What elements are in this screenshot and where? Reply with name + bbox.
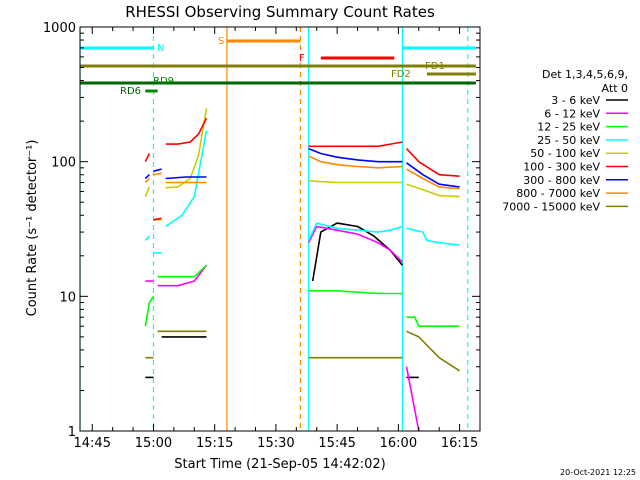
x-tick-label-6: 16:15 [441, 436, 478, 451]
x-axis: 14:45 15:00 15:15 15:30 15:45 16:00 16:15 [74, 27, 481, 451]
legend-label-1: 6 - 12 keV [544, 107, 600, 120]
series-0-segment-2 [311, 222, 404, 282]
series-4-segment-4 [406, 183, 460, 198]
series-2-segment-0 [144, 295, 155, 327]
y-axis-label: Count Rate (s⁻¹ detector⁻¹) [25, 140, 40, 317]
series-6-segment-1 [153, 168, 162, 172]
series-7-segment-1 [153, 172, 162, 176]
plot-frame [79, 26, 481, 432]
legend-label-0: 3 - 6 keV [551, 94, 600, 107]
legend-label-2: 12 - 25 keV [537, 121, 600, 134]
legend-label-6: 300 - 800 keV [523, 174, 600, 187]
series-1-segment-3 [405, 366, 420, 431]
series-6-segment-0 [144, 174, 150, 180]
y-tick-label-0: 1 [68, 425, 76, 440]
flag-label-rd6: RD6 [120, 86, 141, 97]
series-8-segment-3 [406, 330, 461, 372]
series-3-segment-4 [406, 227, 460, 246]
series-7-segment-0 [144, 177, 150, 184]
series-4-segment-3 [308, 180, 403, 184]
series-3-segment-0 [144, 235, 150, 242]
series-5-segment-0 [144, 153, 151, 163]
x-tick-label-4: 15:45 [318, 436, 355, 451]
series-1-segment-1 [157, 264, 208, 287]
series-6-segment-3 [308, 147, 403, 163]
x-tick-label-3: 15:30 [257, 436, 294, 451]
legend-header-line-2: Att 0 [602, 82, 628, 95]
x-tick-label-2: 15:15 [196, 436, 233, 451]
series-5-segment-3 [308, 141, 403, 148]
series-4-segment-2 [165, 107, 208, 189]
flag-label-fd2: FD2 [391, 69, 411, 80]
series-4-segment-0 [144, 186, 151, 197]
series-6-segment-4 [406, 162, 460, 188]
chart-title: RHESSI Observing Summary Count Rates [125, 3, 435, 21]
flag-label-fd1: FD1 [425, 61, 445, 72]
x-axis-label: Start Time (21-Sep-05 14:42:02) [174, 457, 385, 472]
series-7-segment-4 [406, 168, 460, 190]
y-tick-label-2: 100 [51, 156, 76, 171]
series-2-segment-1 [157, 264, 208, 278]
x-tick-label-5: 16:00 [380, 436, 417, 451]
series-3-segment-3 [307, 222, 403, 241]
series-5-segment-1 [153, 217, 162, 221]
legend-label-8: 7000 - 15000 keV [502, 200, 600, 213]
generation-date: 20-Oct-2021 12:25 [560, 468, 636, 477]
legend-label-4: 50 - 100 keV [530, 147, 600, 160]
series-5-segment-2 [165, 117, 208, 145]
legend-header-line-1: Det 1,3,4,5,6,9, [542, 68, 628, 81]
plot-area: N S F FD1 FD2 RD6 RD9 [79, 26, 481, 432]
series-1-segment-2 [307, 225, 403, 263]
series-2-segment-2 [308, 290, 403, 295]
legend-label-7: 800 - 7000 keV [516, 187, 600, 200]
flag-label-s: S [218, 36, 224, 47]
legend-label-5: 100 - 300 keV [523, 161, 600, 174]
series-3-segment-2 [165, 130, 208, 228]
series-7-segment-3 [308, 155, 403, 169]
y-tick-label-3: 1000 [43, 21, 76, 36]
flag-label-f: F [299, 53, 305, 64]
series-5-segment-4 [405, 148, 460, 177]
flag-label-n: N [157, 43, 164, 54]
plot-content [80, 27, 476, 431]
series-2-segment-3 [406, 316, 460, 327]
x-tick-label-0: 14:45 [74, 436, 111, 451]
series-6-segment-2 [165, 176, 207, 180]
legend-label-3: 25 - 50 keV [537, 134, 600, 147]
x-tick-label-1: 15:00 [135, 436, 172, 451]
flag-label-rd9: RD9 [153, 76, 174, 87]
y-axis: 1 10 100 1000 [43, 21, 480, 440]
y-tick-label-1: 10 [59, 290, 76, 305]
